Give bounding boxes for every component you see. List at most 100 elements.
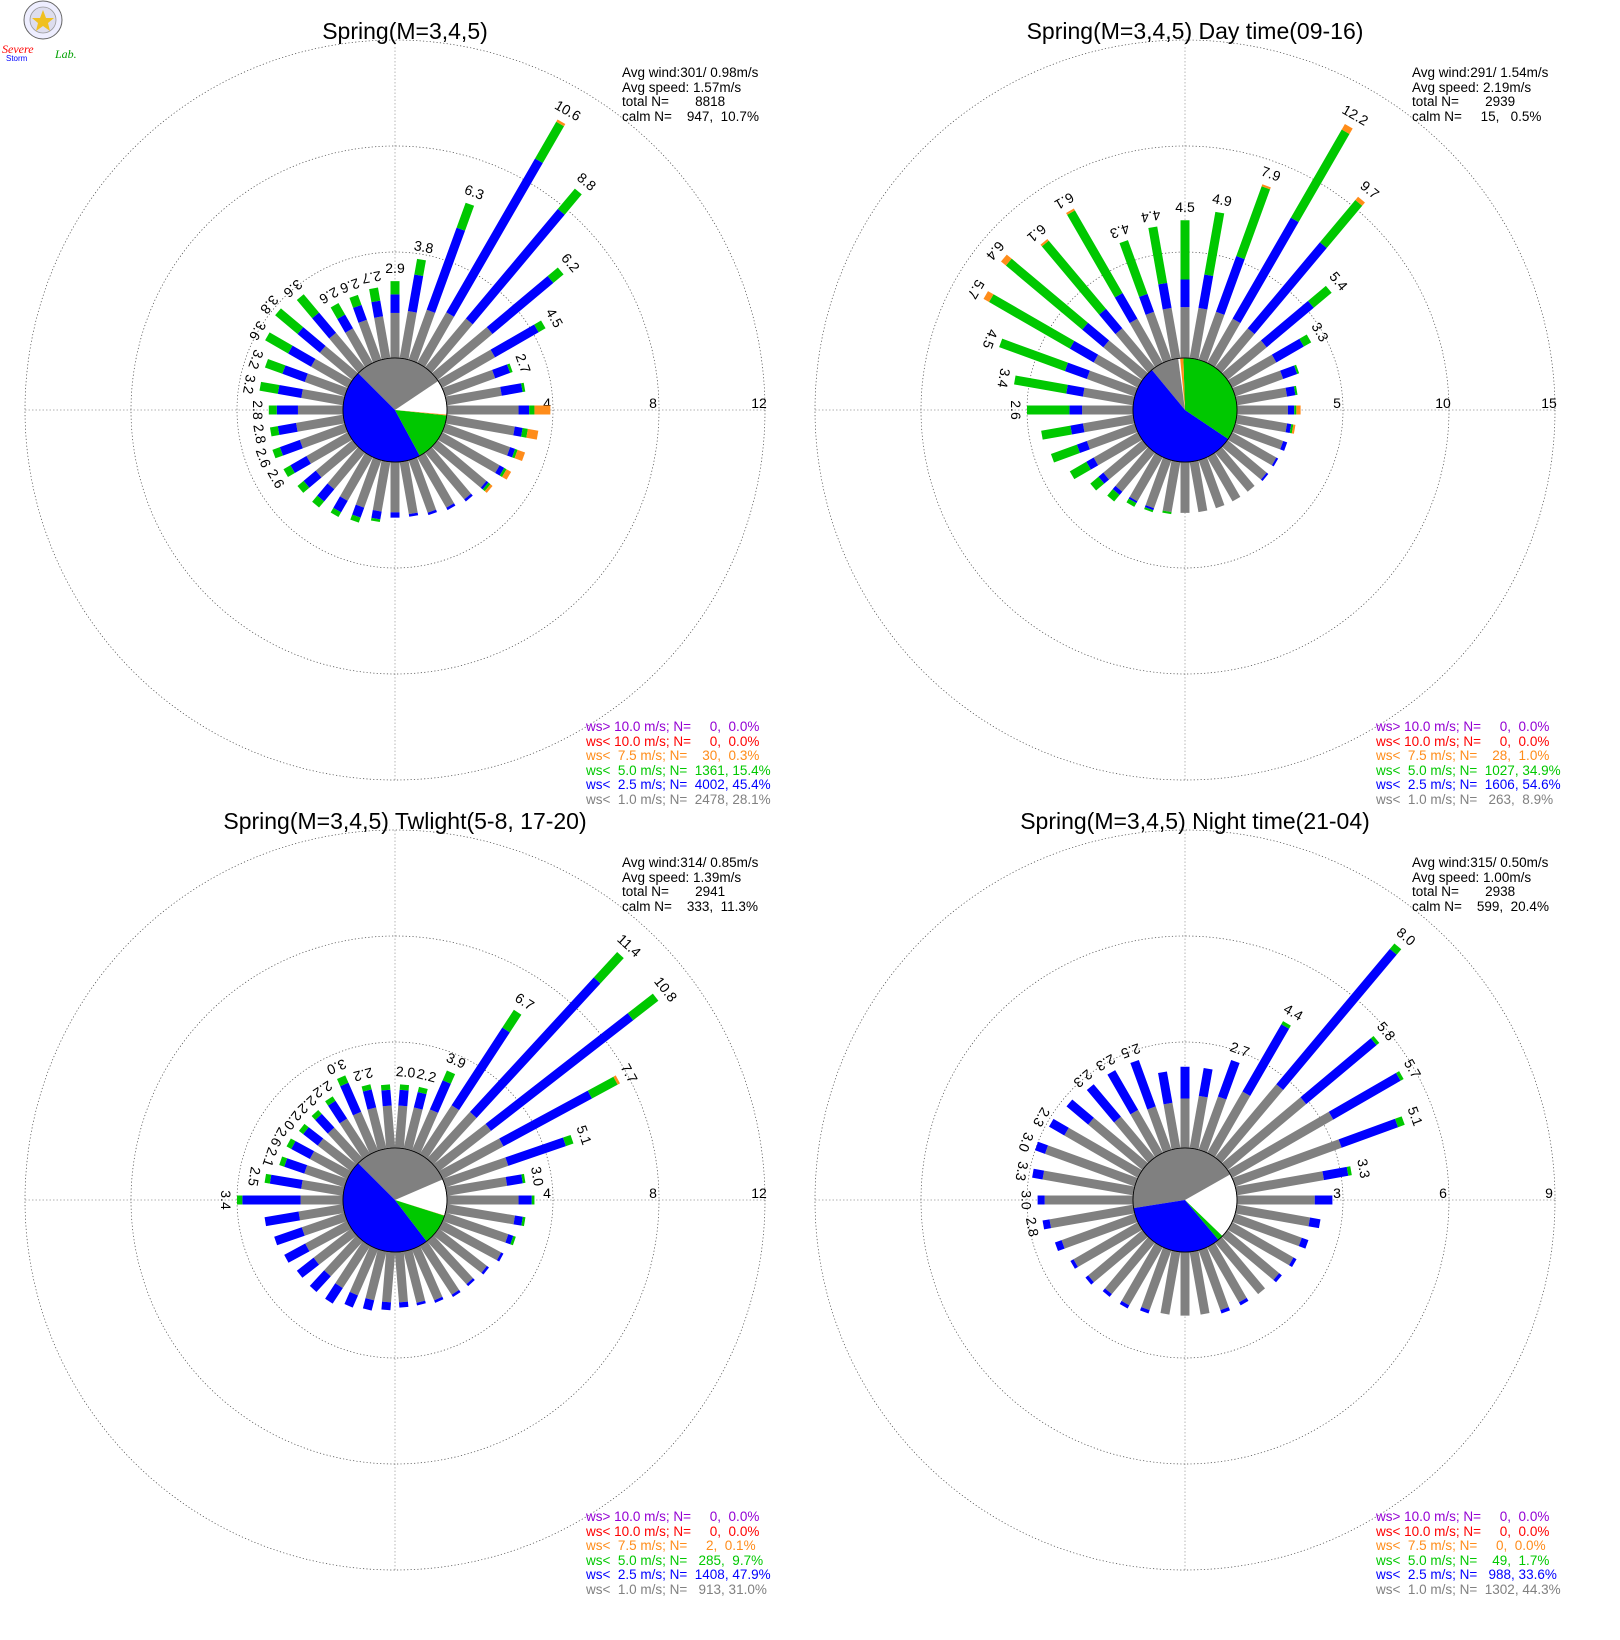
- bar-segment: [237, 1195, 243, 1205]
- bar-segment: [284, 1158, 308, 1174]
- bar-segment: [1040, 238, 1049, 247]
- bar-segment: [309, 1151, 352, 1180]
- bar-segment: [411, 1109, 439, 1155]
- bar-segment: [417, 312, 455, 368]
- bar-segment: [438, 1138, 504, 1180]
- bar-segment: [1114, 1116, 1156, 1164]
- bar-label: 3.3: [1354, 1157, 1373, 1179]
- legend: ws> 10.0 m/s; N= 0, 0.0% ws< 10.0 m/s; N=…: [1376, 1509, 1561, 1597]
- bar-segment: [1198, 457, 1225, 509]
- bar-segment: [482, 482, 491, 492]
- bar-segment: [1280, 440, 1288, 451]
- bar-segment: [358, 319, 382, 363]
- bar-segment: [1054, 1240, 1065, 1252]
- bar-segment: [1098, 472, 1110, 484]
- bar-segment: [337, 314, 354, 333]
- bar-label: 2.8: [1023, 1216, 1042, 1238]
- bar-segment: [1107, 1070, 1139, 1115]
- legend-entry: ws< 10.0 m/s; N= 0, 0.0%: [586, 1523, 760, 1539]
- bar-segment: [1107, 489, 1120, 502]
- bar-segment: [433, 1123, 492, 1172]
- bar-segment: [1061, 1213, 1138, 1249]
- bar-segment: [304, 373, 348, 397]
- bar-segment: [427, 509, 437, 516]
- bar-segment: [563, 1134, 574, 1147]
- pie-slice-lt1: [358, 1148, 443, 1200]
- bar-segment: [1341, 124, 1353, 135]
- bar-segment: [1220, 1307, 1230, 1314]
- bar-segment: [264, 1211, 301, 1227]
- bar-segment: [279, 439, 303, 456]
- bar-segment: [1221, 340, 1267, 381]
- bar-segment: [1198, 1247, 1229, 1311]
- bar-segment: [1207, 1091, 1251, 1158]
- ring-15: [814, 39, 1556, 781]
- bar-segment: [1140, 1307, 1150, 1314]
- stats-avg-wind: Avg wind:315/ 0.50m/s: [1412, 855, 1549, 870]
- bar-label: 3.0: [528, 1165, 547, 1187]
- bar-segment: [265, 332, 293, 354]
- bar-segment: [510, 1235, 516, 1246]
- ring-label: 3: [1333, 1185, 1341, 1201]
- bar-segment: [1235, 387, 1288, 406]
- bar-segment: [1221, 1229, 1280, 1281]
- bar-segment: [1227, 1222, 1294, 1266]
- pie-slice-lt2_5: [1133, 1200, 1219, 1252]
- ring-4: [236, 1041, 554, 1359]
- bar-label: 8.8: [574, 169, 599, 194]
- bar-segment: [518, 1195, 532, 1205]
- bar-segment: [304, 1165, 348, 1188]
- bar-segment: [1207, 318, 1241, 368]
- bar-segment: [349, 1245, 379, 1296]
- legend-entry: ws< 1.0 m/s; N= 1302, 44.3%: [1376, 1581, 1561, 1597]
- legend-entry: ws< 7.5 m/s; N= 28, 1.0%: [1376, 748, 1550, 763]
- bar-segment: [1308, 285, 1332, 308]
- bar-label: 4.4: [1281, 1000, 1306, 1024]
- bar-segment: [355, 457, 382, 508]
- stats-block: Avg wind:314/ 0.85m/s Avg speed: 1.39m/s t…: [622, 855, 758, 914]
- bar-segment: [1273, 1273, 1282, 1283]
- bar-segment: [1287, 405, 1295, 415]
- bar-label: 2.1: [259, 1145, 281, 1169]
- bar-segment: [272, 447, 283, 459]
- bar-segment: [1237, 1195, 1315, 1205]
- bar-segment: [1145, 457, 1172, 509]
- bar-segment: [1198, 274, 1214, 310]
- bar-segment: [1070, 1259, 1078, 1269]
- bar-segment: [1042, 1219, 1052, 1230]
- pie-slice-lt1: [1133, 1148, 1231, 1209]
- bar-segment: [496, 1252, 504, 1262]
- bar-segment: [480, 480, 489, 490]
- bar-segment: [303, 1127, 324, 1146]
- bar-segment: [534, 320, 546, 333]
- ring-3: [1026, 1041, 1344, 1359]
- bar-segment: [336, 1075, 349, 1087]
- bar-segment: [486, 276, 554, 335]
- bar-segment: [521, 427, 528, 438]
- bar-label: 3.8: [413, 237, 435, 256]
- bar-label: 6.7: [512, 989, 537, 1013]
- bar-segment: [279, 1156, 288, 1167]
- bar-segment: [490, 324, 539, 358]
- bar-segment: [298, 1204, 345, 1221]
- bar-segment: [1189, 1250, 1210, 1315]
- wind-rose-svg: 3 6 92.83.03.33.02.32.32.3 2.5 2.74.48.05.85…: [814, 829, 1556, 1571]
- bar-segment: [284, 1243, 310, 1263]
- bar-label: 3.2: [240, 373, 259, 395]
- bar-segment: [1129, 318, 1163, 368]
- bar-segment: [403, 1107, 423, 1151]
- bar-segment: [1294, 364, 1300, 374]
- bar-segment: [417, 1086, 428, 1095]
- bar-segment: [315, 1113, 335, 1134]
- logo-text-lab: Lab.: [54, 47, 77, 61]
- bar-segment: [382, 1251, 396, 1303]
- bar-segment: [1041, 240, 1106, 315]
- stats-calm: calm N= 599, 20.4%: [1412, 898, 1549, 914]
- bar-segment: [297, 480, 310, 493]
- bar-segment: [301, 389, 345, 406]
- bar-segment: [333, 496, 348, 513]
- bar-segment: [1128, 496, 1138, 504]
- ring-label: 9: [1545, 1185, 1553, 1201]
- bar-segment: [264, 358, 286, 374]
- bar-segment: [1076, 440, 1090, 454]
